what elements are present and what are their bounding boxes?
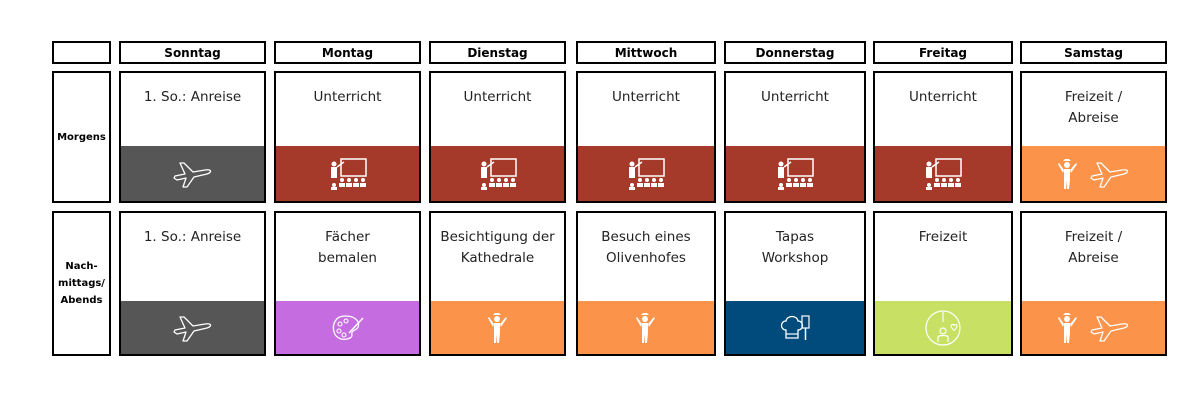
activity-text: Unterricht [726,87,864,108]
icon [923,308,963,348]
activity-band [431,301,564,354]
activity-cell: Tapas Workshop [724,211,866,356]
day-header: Samstag [1020,41,1167,64]
row-label-line: Nach- [65,261,98,272]
activity-band [276,301,419,354]
activity-line: Fächer [325,229,370,245]
activity-text: Freizeit / Abreise [1022,227,1165,269]
activity-band [875,146,1011,201]
activity-line: Unterricht [761,89,829,105]
activity-text: Besichtigung der Kathedrale [431,227,564,269]
activity-band [276,146,419,201]
activity-text: 1. So.: Anreise [121,227,264,248]
corner-cell [52,41,111,64]
day-header: Montag [274,41,421,64]
activity-line: Besichtigung der [440,229,555,245]
activity-text: Unterricht [875,87,1011,108]
icon [171,313,215,343]
activity-text: Freizeit [875,227,1011,248]
activity-band [1022,301,1165,354]
activity-cell: Besuch eines Olivenhofes [576,211,716,356]
activity-cell: Freizeit [873,211,1013,356]
day-header: Dienstag [429,41,566,64]
activity-text: 1. So.: Anreise [121,87,264,108]
activity-line: Abreise [1068,110,1119,126]
activity-line: Freizeit / [1064,229,1123,245]
activity-text: Unterricht [276,87,419,108]
icon [1088,313,1132,343]
activity-text: Unterricht [431,87,564,108]
activity-line: Unterricht [612,89,680,105]
activity-cell: Freizeit / Abreise [1020,71,1167,203]
icon [923,157,963,191]
activity-band [726,301,864,354]
icon [478,157,518,191]
icon [1088,159,1132,189]
activity-text: Tapas Workshop [726,227,864,269]
activity-line: Freizeit [918,229,968,245]
activity-cell: 1. So.: Anreise [119,71,266,203]
activity-text: Unterricht [578,87,714,108]
row-label-line: mittags/ [58,278,105,289]
day-header: Donnerstag [724,41,866,64]
day-header: Freitag [873,41,1013,64]
icon [626,157,666,191]
icon [634,311,658,345]
activity-line: Kathedrale [460,250,535,266]
activity-cell: Fächer bemalen [274,211,421,356]
activity-cell: Unterricht [724,71,866,203]
activity-cell: Freizeit / Abreise [1020,211,1167,356]
row-label: Morgens [52,71,111,203]
activity-band [121,301,264,354]
icon [775,157,815,191]
activity-line: Unterricht [313,89,382,105]
activity-cell: Besichtigung der Kathedrale [429,211,566,356]
icon [1056,311,1080,345]
activity-text: Besuch eines Olivenhofes [578,227,714,269]
row-label-line: Abends [60,295,103,306]
activity-cell: 1. So.: Anreise [119,211,266,356]
activity-line: bemalen [318,250,377,266]
activity-line: Unterricht [463,89,532,105]
day-header: Mittwoch [576,41,716,64]
activity-band [875,301,1011,354]
activity-cell: Unterricht [873,71,1013,203]
icon [330,313,366,343]
icon [1056,157,1080,191]
day-header: Sonntag [119,41,266,64]
activity-band [578,301,714,354]
activity-text: Freizeit / Abreise [1022,87,1165,129]
activity-cell: Unterricht [274,71,421,203]
icon [486,311,510,345]
activity-line: 1. So.: Anreise [143,89,242,105]
activity-band [431,146,564,201]
activity-line: Besuch eines [601,229,691,245]
row-label: Nach-mittags/Abends [52,211,111,356]
icon [328,157,368,191]
activity-line: Unterricht [909,89,977,105]
activity-line: Abreise [1068,250,1119,266]
row-label-line: Morgens [57,131,106,143]
activity-text: Fächer bemalen [276,227,419,269]
activity-band [121,146,264,201]
activity-cell: Unterricht [429,71,566,203]
icon [778,312,812,344]
activity-line: Olivenhofes [606,250,686,266]
activity-band [726,146,864,201]
activity-line: Workshop [761,250,829,266]
activity-cell: Unterricht [576,71,716,203]
activity-line: Tapas [775,229,815,245]
activity-band [1022,146,1165,201]
activity-band [578,146,714,201]
activity-line: Freizeit / [1064,89,1123,105]
icon [171,159,215,189]
activity-line: 1. So.: Anreise [143,229,242,245]
